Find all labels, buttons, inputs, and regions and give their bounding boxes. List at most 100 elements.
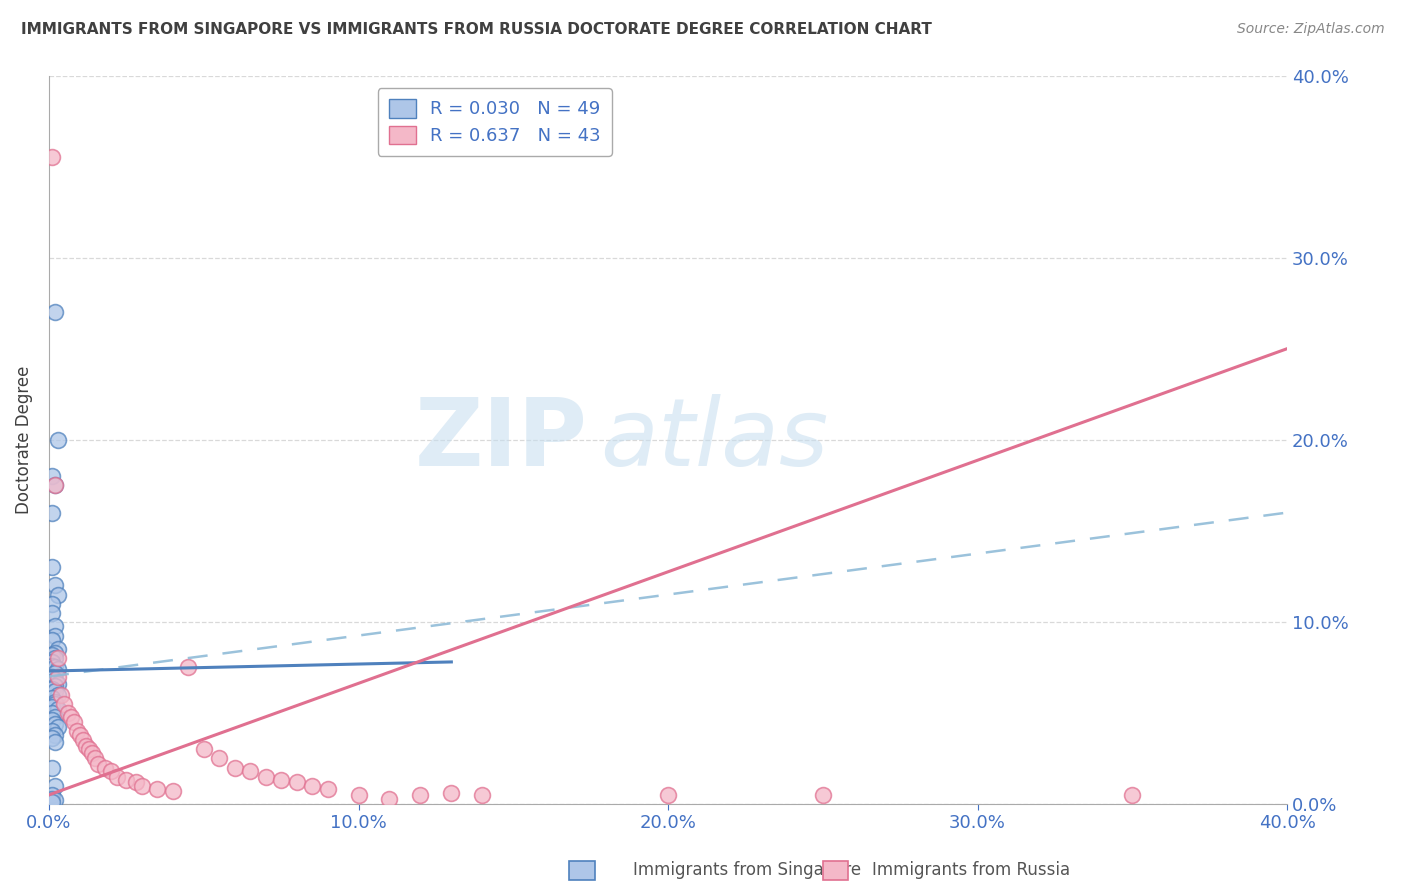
- Point: [44, 697, 66, 711]
- Point: [59, 709, 82, 723]
- Point: [146, 782, 169, 797]
- Point: [62, 714, 84, 729]
- Point: [811, 788, 834, 802]
- Point: [41, 724, 63, 739]
- Point: [44, 478, 66, 492]
- Point: [46, 433, 69, 447]
- Point: [41, 682, 63, 697]
- Point: [208, 751, 231, 765]
- Point: [41, 691, 63, 706]
- Point: [44, 305, 66, 319]
- Point: [46, 688, 69, 702]
- Point: [378, 791, 401, 805]
- Point: [440, 786, 463, 800]
- Point: [41, 506, 63, 520]
- Point: [41, 597, 63, 611]
- Point: [162, 784, 184, 798]
- Point: [44, 629, 66, 643]
- Point: [44, 646, 66, 660]
- Point: [44, 695, 66, 709]
- Point: [51, 688, 73, 702]
- Point: [44, 665, 66, 680]
- Point: [1121, 788, 1143, 802]
- Point: [46, 669, 69, 683]
- Point: [270, 773, 292, 788]
- Point: [41, 606, 63, 620]
- Point: [41, 706, 63, 720]
- Point: [316, 782, 339, 797]
- Point: [87, 756, 110, 771]
- Point: [41, 648, 63, 662]
- Point: [44, 679, 66, 693]
- Point: [46, 662, 69, 676]
- Point: [301, 779, 323, 793]
- Point: [46, 588, 69, 602]
- Point: [44, 660, 66, 674]
- Point: [69, 728, 91, 742]
- Point: [72, 733, 94, 747]
- Point: [44, 478, 66, 492]
- Point: [56, 706, 79, 720]
- Point: [44, 651, 66, 665]
- Point: [75, 739, 97, 753]
- Point: [41, 731, 63, 746]
- Point: [66, 724, 89, 739]
- Point: [77, 742, 100, 756]
- Point: [41, 760, 63, 774]
- Point: [41, 655, 63, 669]
- Point: [41, 633, 63, 648]
- Point: [100, 764, 122, 779]
- Point: [41, 791, 63, 805]
- Text: IMMIGRANTS FROM SINGAPORE VS IMMIGRANTS FROM RUSSIA DOCTORATE DEGREE CORRELATION: IMMIGRANTS FROM SINGAPORE VS IMMIGRANTS …: [21, 22, 932, 37]
- Point: [471, 788, 494, 802]
- Text: Immigrants from Singapore: Immigrants from Singapore: [633, 861, 860, 879]
- Point: [93, 760, 115, 774]
- Point: [41, 700, 63, 714]
- Point: [115, 773, 138, 788]
- Point: [46, 677, 69, 691]
- Point: [44, 716, 66, 731]
- Point: [44, 578, 66, 592]
- Point: [131, 779, 153, 793]
- Point: [44, 673, 66, 687]
- Point: [44, 735, 66, 749]
- Point: [41, 788, 63, 802]
- Point: [44, 684, 66, 698]
- Point: [41, 151, 63, 165]
- Text: Source: ZipAtlas.com: Source: ZipAtlas.com: [1237, 22, 1385, 37]
- Point: [46, 651, 69, 665]
- Point: [46, 702, 69, 716]
- Point: [41, 560, 63, 574]
- Point: [82, 746, 104, 760]
- Point: [44, 618, 66, 632]
- Point: [193, 742, 215, 756]
- Point: [44, 728, 66, 742]
- Point: [84, 751, 107, 765]
- Point: [41, 795, 63, 809]
- Point: [46, 721, 69, 735]
- Point: [239, 764, 262, 779]
- Point: [177, 660, 200, 674]
- Point: [44, 779, 66, 793]
- Text: Immigrants from Russia: Immigrants from Russia: [872, 861, 1070, 879]
- Point: [285, 775, 308, 789]
- Point: [41, 669, 63, 683]
- Point: [105, 770, 128, 784]
- Point: [44, 709, 66, 723]
- Point: [409, 788, 432, 802]
- Point: [124, 775, 146, 789]
- Legend: R = 0.030   N = 49, R = 0.637   N = 43: R = 0.030 N = 49, R = 0.637 N = 43: [378, 88, 612, 156]
- Text: ZIP: ZIP: [415, 393, 588, 486]
- Point: [41, 713, 63, 727]
- Text: atlas: atlas: [600, 394, 828, 485]
- Point: [53, 697, 76, 711]
- Point: [46, 642, 69, 657]
- Y-axis label: Doctorate Degree: Doctorate Degree: [15, 366, 32, 514]
- Point: [347, 788, 370, 802]
- Point: [41, 658, 63, 673]
- Point: [254, 770, 277, 784]
- Point: [44, 793, 66, 807]
- Point: [224, 760, 246, 774]
- Point: [41, 469, 63, 483]
- Point: [657, 788, 679, 802]
